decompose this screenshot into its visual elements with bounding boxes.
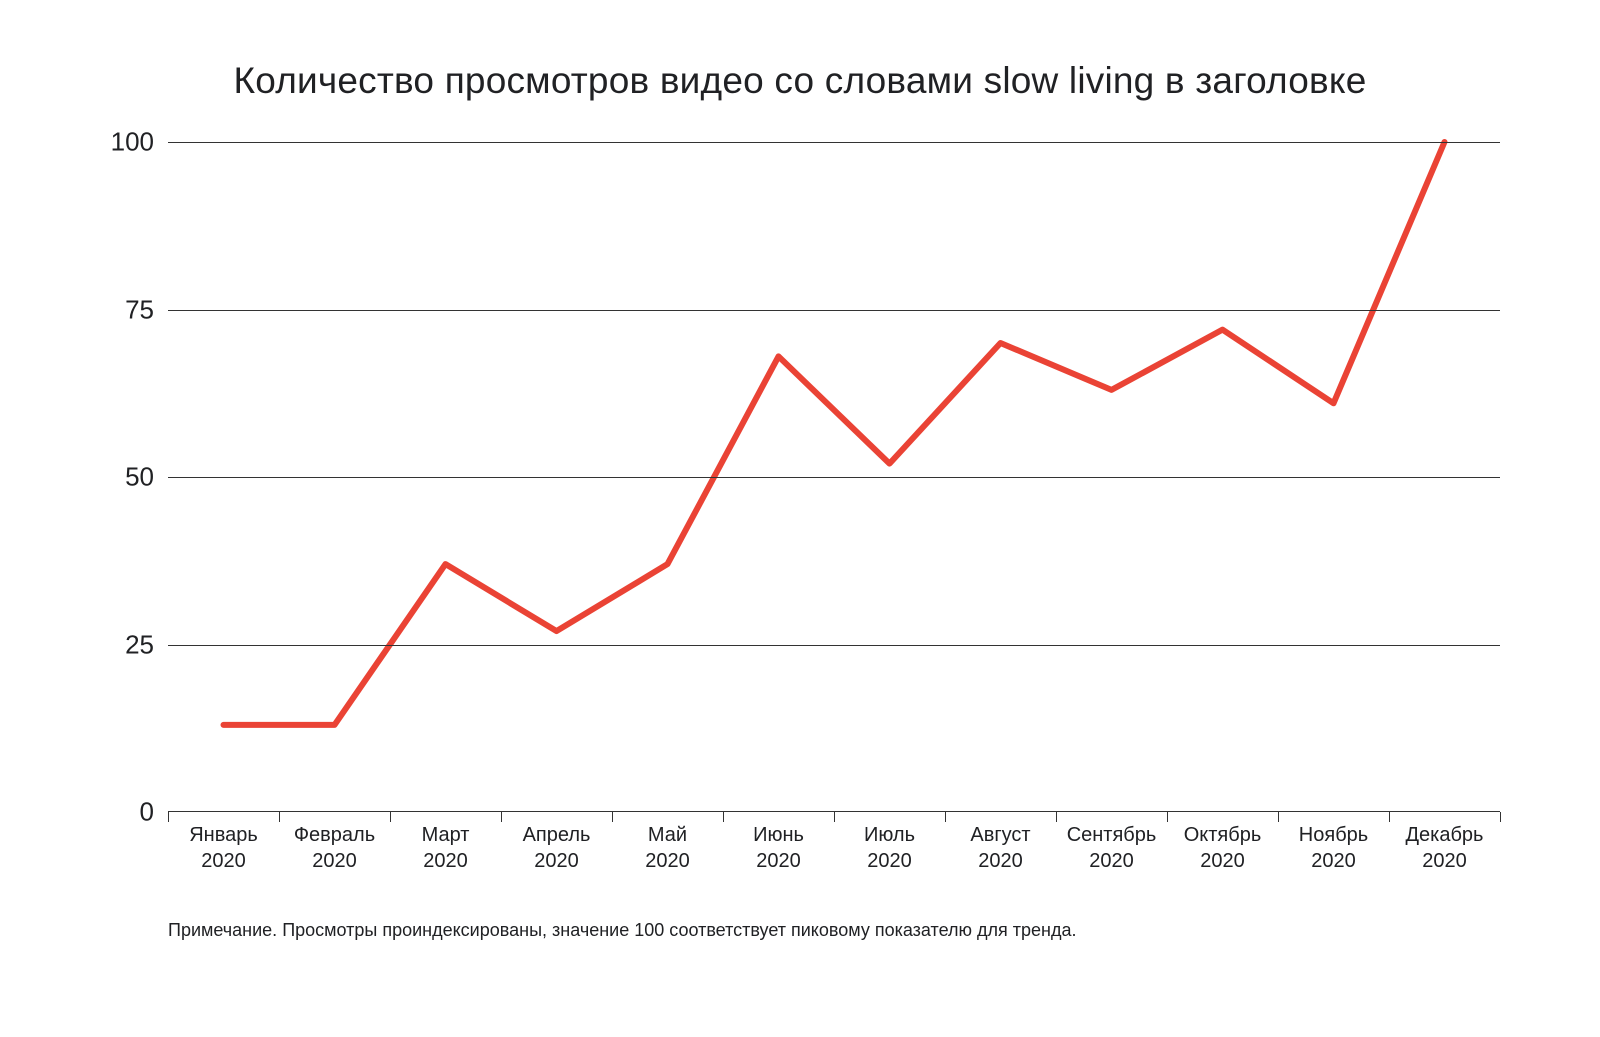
x-category-label: Апрель2020 [501,822,612,882]
x-tick [1167,812,1168,822]
x-tick [390,812,391,822]
x-tick [501,812,502,822]
x-tick [1389,812,1390,822]
x-tick [834,812,835,822]
chart-title: Количество просмотров видео со словами s… [60,60,1540,102]
y-tick-label: 25 [74,629,154,660]
plot-area: 0255075100 [168,142,1500,812]
x-tick [612,812,613,822]
x-category-label: Февраль2020 [279,822,390,882]
y-tick-label: 100 [74,127,154,158]
x-tick [723,812,724,822]
x-tick [279,812,280,822]
x-axis-categories: Январь2020Февраль2020Март2020Апрель2020М… [168,822,1500,882]
x-category-label: Май2020 [612,822,723,882]
x-tick [945,812,946,822]
x-category-label: Июль2020 [834,822,945,882]
x-category-label: Декабрь2020 [1389,822,1500,882]
x-tick [1500,812,1501,822]
gridline [168,310,1500,311]
x-category-label: Сентябрь2020 [1056,822,1167,882]
gridline [168,477,1500,478]
y-tick-label: 0 [74,797,154,828]
x-category-label: Октябрь2020 [1167,822,1278,882]
y-tick-label: 50 [74,462,154,493]
x-category-label: Январь2020 [168,822,279,882]
y-tick-label: 75 [74,294,154,325]
x-category-label: Март2020 [390,822,501,882]
trend-line [224,142,1445,725]
x-tick [168,812,169,822]
gridline [168,142,1500,143]
x-category-label: Ноябрь2020 [1278,822,1389,882]
chart-container: Количество просмотров видео со словами s… [0,0,1600,1037]
chart-footnote: Примечание. Просмотры проиндексированы, … [168,920,1540,941]
x-tick [1278,812,1279,822]
x-tick [1056,812,1057,822]
gridline [168,645,1500,646]
chart-wrap: 0255075100 Январь2020Февраль2020Март2020… [60,142,1540,902]
x-category-label: Июнь2020 [723,822,834,882]
x-category-label: Август2020 [945,822,1056,882]
